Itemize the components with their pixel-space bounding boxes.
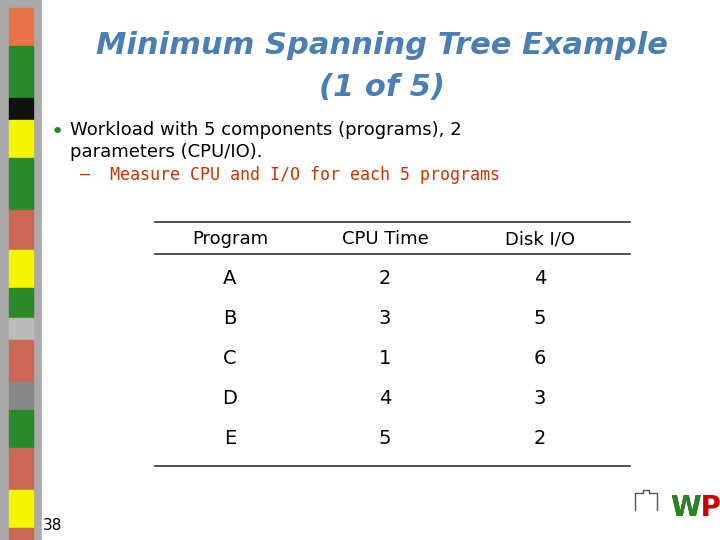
Text: •: • — [50, 122, 63, 142]
Text: parameters (CPU/IO).: parameters (CPU/IO). — [70, 143, 263, 161]
Text: 38: 38 — [42, 517, 62, 532]
Text: 4: 4 — [379, 389, 391, 408]
Bar — [9, 318, 33, 340]
Text: Disk I/O: Disk I/O — [505, 230, 575, 248]
Bar — [9, 46, 33, 98]
Bar — [9, 158, 33, 210]
Text: 2: 2 — [534, 429, 546, 449]
Text: 1: 1 — [379, 349, 391, 368]
Text: 3: 3 — [379, 309, 391, 328]
Text: (1 of 5): (1 of 5) — [319, 73, 445, 103]
Text: B: B — [223, 309, 237, 328]
Text: 6: 6 — [534, 349, 546, 368]
Bar — [9, 210, 33, 250]
Bar — [9, 382, 33, 410]
Bar — [9, 448, 33, 490]
Text: C: C — [223, 349, 237, 368]
Bar — [0, 0, 42, 540]
Text: W: W — [670, 494, 701, 522]
Text: E: E — [224, 429, 236, 449]
Text: 3: 3 — [534, 389, 546, 408]
Bar — [9, 528, 33, 540]
Text: Workload with 5 components (programs), 2: Workload with 5 components (programs), 2 — [70, 121, 462, 139]
Text: –  Measure CPU and I/O for each 5 programs: – Measure CPU and I/O for each 5 program… — [80, 166, 500, 184]
Bar — [9, 120, 33, 158]
Text: 5: 5 — [534, 309, 546, 328]
Bar — [9, 340, 33, 382]
Bar — [9, 410, 33, 448]
Text: Program: Program — [192, 230, 268, 248]
Bar — [9, 288, 33, 318]
Text: WPI: WPI — [670, 494, 720, 522]
Bar — [9, 8, 33, 46]
Text: CPU Time: CPU Time — [341, 230, 428, 248]
Text: Minimum Spanning Tree Example: Minimum Spanning Tree Example — [96, 30, 668, 59]
Text: 2: 2 — [379, 269, 391, 288]
Bar — [9, 250, 33, 288]
Text: 4: 4 — [534, 269, 546, 288]
Bar — [9, 98, 33, 120]
Text: D: D — [222, 389, 238, 408]
Text: A: A — [223, 269, 237, 288]
Bar — [9, 490, 33, 528]
Text: 5: 5 — [379, 429, 391, 449]
